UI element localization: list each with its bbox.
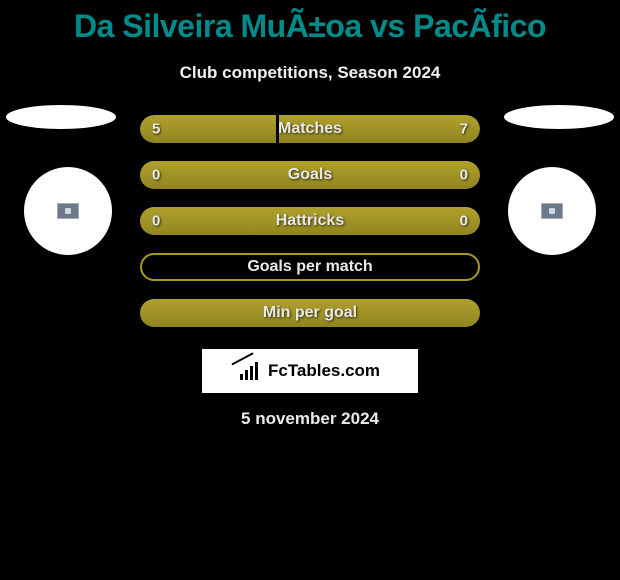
stat-label: Hattricks <box>140 212 480 230</box>
player-right-ellipse <box>504 105 614 129</box>
brand-text: FcTables.com <box>268 361 380 381</box>
page-title: Da Silveira MuÃ±oa vs PacÃ­fico <box>0 0 620 45</box>
player-right-badge <box>508 167 596 255</box>
bar-right-fill <box>279 115 480 143</box>
page-subtitle: Club competitions, Season 2024 <box>0 63 620 83</box>
stat-label: Goals per match <box>142 258 478 276</box>
date-label: 5 november 2024 <box>0 409 620 429</box>
stat-bars: 5 Matches 7 0 Goals 0 0 Hattricks 0 Goal… <box>140 115 480 327</box>
stat-row-min-per-goal: Min per goal <box>140 299 480 327</box>
stat-row-goals: 0 Goals 0 <box>140 161 480 189</box>
player-left-badge <box>24 167 112 255</box>
player-left-ellipse <box>6 105 116 129</box>
bar-chart-icon <box>240 362 262 380</box>
brand-box: FcTables.com <box>202 349 418 393</box>
stat-left-value: 0 <box>152 167 160 184</box>
bar-left-fill <box>140 115 276 143</box>
stat-row-matches: 5 Matches 7 <box>140 115 480 143</box>
stat-right-value: 7 <box>460 121 468 138</box>
stat-row-hattricks: 0 Hattricks 0 <box>140 207 480 235</box>
placeholder-icon <box>57 203 79 219</box>
placeholder-icon <box>541 203 563 219</box>
comparison-container: 5 Matches 7 0 Goals 0 0 Hattricks 0 Goal… <box>0 115 620 429</box>
stat-label: Goals <box>140 166 480 184</box>
stat-row-goals-per-match: Goals per match <box>140 253 480 281</box>
stat-right-value: 0 <box>460 213 468 230</box>
stat-left-value: 0 <box>152 213 160 230</box>
stat-label: Min per goal <box>140 304 480 322</box>
stat-right-value: 0 <box>460 167 468 184</box>
stat-left-value: 5 <box>152 121 160 138</box>
